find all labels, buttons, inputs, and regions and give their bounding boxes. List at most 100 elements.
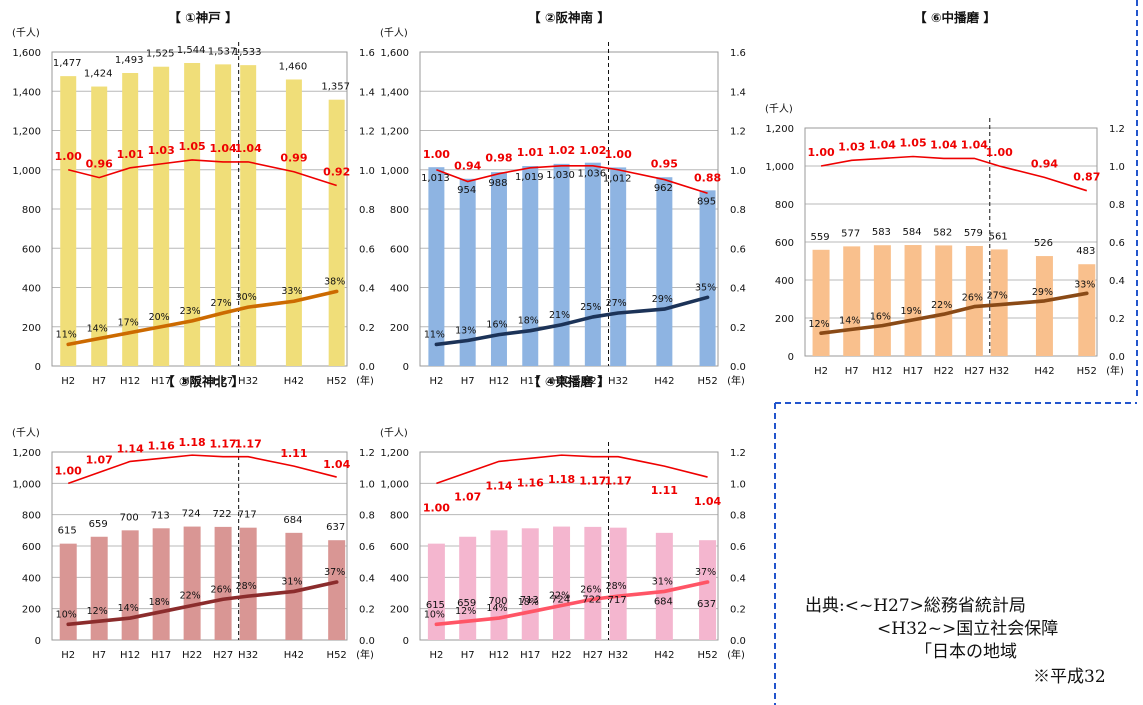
y-tick-label: 1,600 — [380, 48, 409, 59]
y2-tick-label: 0.2 — [359, 323, 375, 334]
y-tick-label: 1,600 — [12, 48, 41, 59]
aging-label: 20% — [149, 312, 170, 323]
x-tick-label: H7 — [845, 366, 859, 377]
aging-label: 27% — [606, 298, 627, 309]
y2-tick-label: 0.6 — [359, 542, 375, 553]
bar-value-label: 659 — [89, 519, 108, 530]
ratio-label: 1.00 — [55, 150, 82, 163]
bar — [699, 540, 717, 640]
bar — [553, 526, 571, 640]
y2-tick-label: 0.4 — [359, 573, 375, 584]
y2-tick-label: 1.6 — [359, 48, 375, 59]
y2-tick-label: 0.8 — [730, 511, 746, 522]
chart-title: 【 ④東播磨 】 — [528, 374, 610, 389]
x-tick-label: H7 — [461, 376, 475, 387]
ratio-label: 1.17 — [210, 438, 237, 451]
y2-tick-label: 0.4 — [1109, 276, 1125, 287]
aging-label: 23% — [180, 306, 201, 317]
ratio-label: 1.00 — [423, 501, 450, 514]
y2-tick-label: 0.4 — [730, 573, 746, 584]
y-tick-label: 200 — [390, 323, 409, 334]
ratio-label: 1.07 — [454, 490, 481, 503]
aging-label: 37% — [324, 567, 345, 578]
x-tick-label: H32 — [989, 366, 1009, 377]
bar — [904, 245, 922, 356]
chart-1: 【 ①神戸 】 0 200 400 600 800 1,000 1,200 1,400 1,600… — [12, 10, 375, 387]
y2-tick-label: 1.6 — [730, 48, 746, 59]
bar-value-label: 582 — [933, 227, 952, 238]
y2-tick-label: 1.2 — [1109, 124, 1125, 135]
y-tick-label: 1,000 — [12, 479, 41, 490]
y2-tick-label: 0.8 — [359, 205, 375, 216]
y-tick-label: 400 — [390, 284, 409, 295]
bar — [609, 527, 627, 640]
bar-value-label: 954 — [457, 185, 476, 196]
chart-5: 【 ④東播磨 】 0 200 400 600 800 1,000 1,200 0.0 0.2 0.4… — [380, 374, 746, 661]
x-tick-label: H52 — [327, 376, 347, 387]
aging-label: 11% — [424, 329, 445, 340]
bar — [184, 62, 201, 367]
y-tick-label: 200 — [22, 323, 41, 334]
y2-tick-label: 1.0 — [730, 166, 746, 177]
y-tick-label: 200 — [390, 605, 409, 616]
aging-label: 16% — [486, 320, 507, 331]
bar — [328, 540, 346, 640]
bar-value-label: 988 — [488, 178, 507, 189]
x-tick-label: H27 — [213, 376, 233, 387]
x-tick-label: H17 — [520, 376, 540, 387]
aging-label: 18% — [518, 316, 539, 327]
ratio-label: 0.94 — [454, 160, 481, 173]
y2-tick-label: 0.6 — [1109, 238, 1125, 249]
source-note: 出典:<~H27>総務省統計局 <H32~>国立社会保障 「日本の地域 ※平成3… — [805, 595, 1143, 705]
chart-3: 【 ⑥中播磨 】 0 200 400 600 800 1,000 1,200 0.0 0.2 0.4… — [765, 10, 1125, 377]
bar-value-label: 722 — [213, 509, 232, 520]
bar-value-label: 561 — [989, 231, 1008, 242]
ratio-label: 1.14 — [117, 442, 144, 455]
aging-label: 35% — [695, 282, 716, 293]
x-tick-label: H12 — [120, 376, 140, 387]
x-tick-label: H7 — [461, 650, 475, 661]
ratio-label: 1.04 — [930, 138, 957, 151]
ratio-label: 0.99 — [280, 152, 307, 165]
y2-tick-label: 1.2 — [730, 127, 746, 138]
y-tick-label: 0 — [403, 636, 409, 647]
aging-label: 38% — [324, 276, 345, 287]
y2-tick-label: 0.0 — [1109, 352, 1125, 363]
x-tick-label: H42 — [284, 376, 304, 387]
aging-label: 25% — [580, 302, 601, 313]
bar — [427, 543, 445, 640]
aging-label: 28% — [236, 581, 257, 592]
bar — [214, 526, 232, 640]
bar — [521, 528, 539, 640]
source-line-4: ※平成32 — [1033, 667, 1106, 687]
bar-value-label: 615 — [58, 526, 77, 537]
bar-value-label: 717 — [238, 510, 257, 521]
x-tick-label: H32 — [238, 650, 258, 661]
aging-label: 13% — [455, 325, 476, 336]
y-unit-label: (千人) — [12, 27, 40, 39]
bar-value-label: 615 — [426, 600, 445, 611]
x-tick-label: H22 — [182, 650, 202, 661]
ratio-label: 0.88 — [694, 171, 721, 184]
ratio-label: 0.87 — [1073, 171, 1100, 184]
y2-tick-label: 0.4 — [359, 284, 375, 295]
aging-label: 33% — [1074, 279, 1095, 290]
aging-line — [434, 580, 710, 627]
x-tick-label: H52 — [697, 376, 717, 387]
x-tick-label: H27 — [583, 650, 603, 661]
ratio-label: 1.17 — [235, 438, 262, 451]
x-unit-label: (年) — [727, 648, 745, 661]
x-unit-label: (年) — [356, 648, 374, 661]
x-tick-label: H32 — [608, 376, 628, 387]
y2-tick-label: 0.2 — [359, 605, 375, 616]
ratio-label: 1.00 — [605, 148, 632, 161]
ratio-label: 0.95 — [651, 158, 678, 171]
bar-value-label: 1,013 — [421, 173, 450, 184]
y-tick-label: 400 — [775, 276, 794, 287]
y-unit-label: (千人) — [12, 427, 40, 439]
y-tick-label: 200 — [775, 314, 794, 325]
bar — [183, 526, 201, 640]
aging-label: 18% — [518, 597, 539, 608]
bar — [122, 72, 139, 366]
bar — [699, 190, 716, 366]
